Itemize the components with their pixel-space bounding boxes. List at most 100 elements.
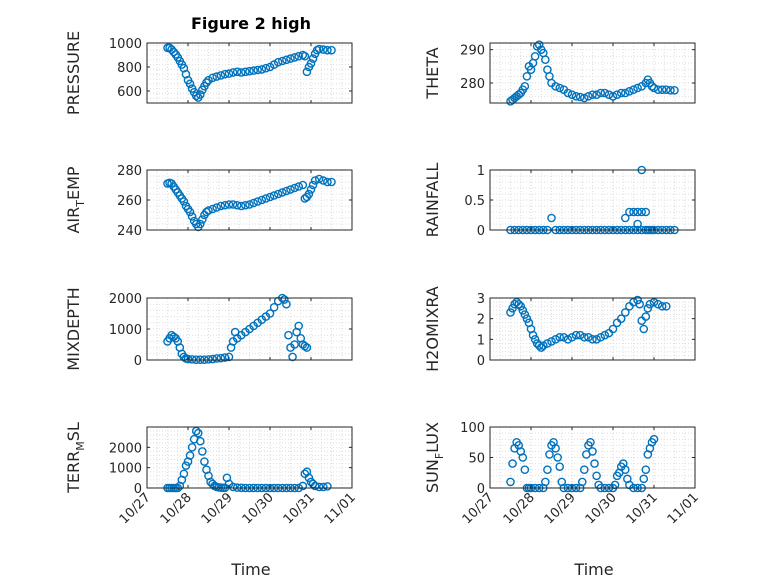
data-point [575,330,585,340]
axes-box [146,42,353,104]
data-point [506,308,515,317]
x-axis-label-left: Time [230,560,270,579]
data-point [298,180,308,190]
y-tick-label: 50 [468,452,485,467]
data-point [204,206,213,215]
data-point [241,67,250,77]
y-axis-label: SUNFLUX [423,422,446,493]
y-axis-label: TERRMSL [64,422,87,494]
data-point [232,200,242,210]
data-point [220,69,230,79]
data-point [567,332,577,342]
data-point [536,343,546,352]
data-point [282,186,291,196]
data-point [551,444,560,453]
data-point [253,197,263,206]
y-tick-label: 280 [117,164,142,179]
data-point [543,465,552,475]
y-tick-label: 2000 [109,441,142,456]
data-point [633,83,642,93]
data-point [181,461,191,470]
data-point [514,90,524,99]
data-point [208,73,217,83]
y-tick-label: 800 [117,61,142,76]
x-tick-label: 10/29 [542,490,579,527]
data-point [261,194,271,203]
data-point [629,207,638,217]
data-point [212,203,221,212]
data-point [662,301,671,311]
data-point [257,65,267,74]
data-point [588,447,597,456]
data-point [633,295,642,305]
data-point [185,79,195,89]
y-tick-label: 1000 [109,37,142,52]
data-point [300,341,310,351]
data-point [236,68,246,77]
data-point [294,321,304,331]
data-point [645,299,655,309]
series-markers [506,295,671,352]
data-point [580,465,589,475]
data-point [571,330,581,340]
x-tick-label: 10/29 [199,490,236,527]
y-axis-label-main: SUN [423,459,442,493]
x-tick-label: 11/01 [665,490,702,527]
y-axis-label: PRESSURE [64,31,83,115]
y-axis-label-main: MIXDEPTH [64,287,83,370]
data-point [666,86,675,95]
grid-lines [489,426,696,489]
data-point [236,201,246,211]
data-point [563,88,573,98]
series-markers [163,293,312,364]
data-point [588,335,597,344]
x-tick-label: 10/31 [281,490,318,527]
data-point [198,447,207,456]
data-point [539,341,548,350]
data-point [584,92,593,101]
y-tick-label: 3 [477,292,485,307]
data-point [551,82,560,91]
data-point [612,90,622,99]
data-point [518,453,528,462]
data-point [649,83,659,93]
data-point [506,477,515,487]
data-point [653,299,663,309]
data-point [220,353,230,362]
data-point [608,324,618,334]
data-point [273,189,283,199]
x-tick-label: 10/31 [624,490,661,527]
data-point [304,189,314,199]
x-tick-label: 10/30 [240,490,277,527]
data-point [304,473,314,483]
data-point [169,47,178,57]
data-point [224,69,234,78]
data-point [249,198,258,208]
data-point [195,436,205,446]
y-axis-label: THETA [423,47,442,99]
data-point [657,85,667,94]
data-point [571,92,581,101]
data-point [280,295,289,304]
data-point [202,78,211,87]
series-markers [163,174,336,232]
data-point [310,176,320,185]
data-point [277,56,287,66]
data-point [592,335,601,344]
y-axis-label-main: AIR [64,207,83,234]
data-point [641,312,651,321]
data-point [300,51,310,61]
data-point [637,207,647,217]
y-tick-label: 2 [477,313,485,328]
y-axis-label-subscript: M [74,441,87,451]
data-point [208,204,217,214]
y-tick-label: 100 [460,421,485,436]
subplot-mixdepth: 0 1000 2000 MIXDEPTH [64,287,353,371]
data-point [543,339,552,348]
data-point [232,67,242,77]
data-point [633,219,642,229]
data-point [592,471,601,481]
data-point [590,459,599,468]
